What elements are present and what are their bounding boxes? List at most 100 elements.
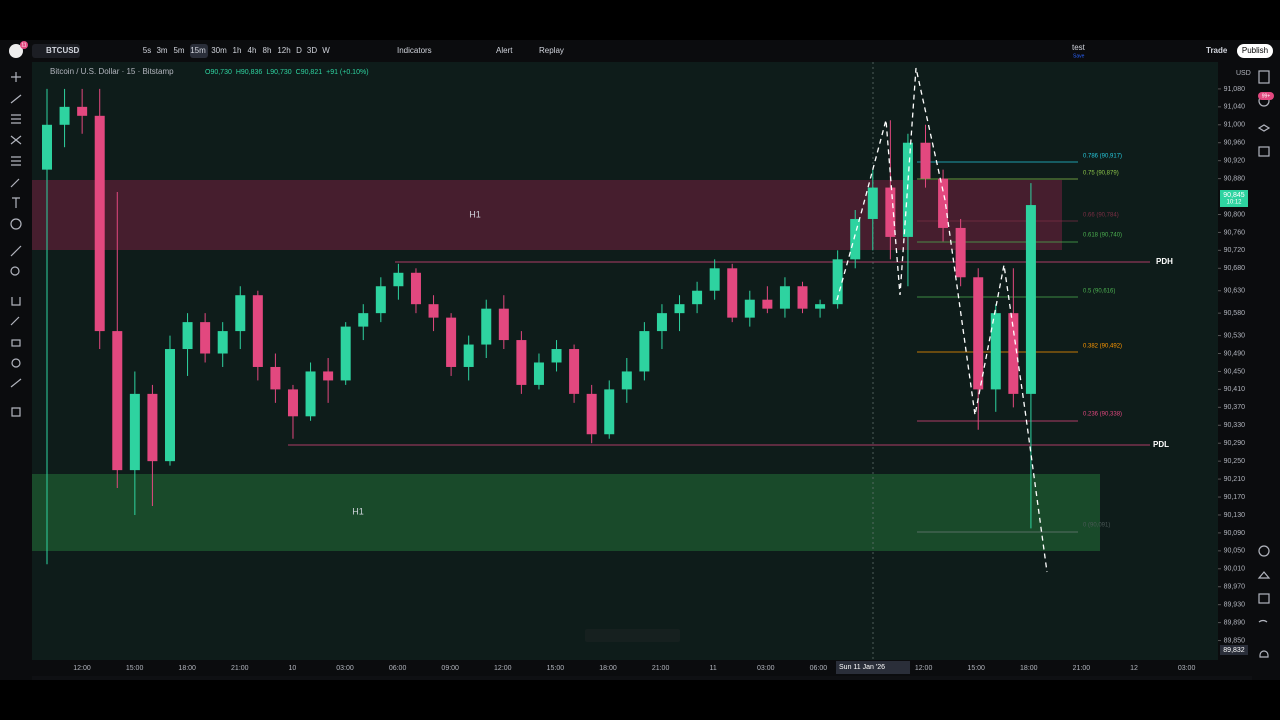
interval-button[interactable]: 5m <box>173 46 184 55</box>
countdown: 10:12 <box>1226 200 1242 206</box>
top-toolbar <box>0 40 1280 62</box>
interval-button[interactable]: D <box>296 46 302 55</box>
candle-body <box>305 371 316 417</box>
save-label[interactable]: Save <box>1073 53 1085 59</box>
symbol[interactable]: BTCUSD <box>46 46 80 55</box>
symbol-search[interactable] <box>32 44 80 58</box>
candle-body <box>990 313 1001 390</box>
x-tick-label: 15:00 <box>547 665 565 672</box>
fib-label: 0.75 (90,879) <box>1083 171 1119 177</box>
demand-zone <box>32 474 1100 551</box>
interval-button[interactable]: 8h <box>263 46 272 55</box>
right-tools[interactable] <box>1257 70 1271 658</box>
candle-body <box>182 322 193 350</box>
candle-body <box>885 187 896 237</box>
candle-body <box>446 317 457 367</box>
fib-label: 0.618 (90,740) <box>1083 233 1122 239</box>
x-tick-label: 18:00 <box>599 665 617 672</box>
zone-label: H1 <box>352 506 364 516</box>
y-tick-label: 90,960 <box>1224 140 1246 147</box>
x-tick-label: 21:00 <box>652 665 670 672</box>
publish-button[interactable]: Publish <box>1242 46 1268 55</box>
notif-count: 99+ <box>1262 93 1271 99</box>
candle-body <box>59 106 70 125</box>
fib-label: 0.5 (90,616) <box>1083 289 1115 295</box>
last-price: 90,845 <box>1223 192 1245 199</box>
alert-button[interactable]: Alert <box>496 46 513 55</box>
candle-body <box>639 331 650 372</box>
interval-button[interactable]: 12h <box>277 46 290 55</box>
candle-body <box>938 178 949 228</box>
candle-body <box>252 295 263 367</box>
x-tick-label: 12:00 <box>73 665 91 672</box>
candle-body <box>551 349 562 363</box>
zone-label: H1 <box>469 209 481 219</box>
candle-body <box>709 268 720 291</box>
crosshair-price: 89,832 <box>1223 647 1245 654</box>
candle-body <box>621 371 632 390</box>
y-tick-label: 90,250 <box>1224 458 1246 465</box>
interval-button[interactable]: W <box>322 46 330 55</box>
fib-label: 0 (90,091) <box>1083 523 1110 529</box>
fib-label: 0.236 (90,338) <box>1083 412 1122 418</box>
indicators-button[interactable]: Indicators <box>397 46 432 55</box>
y-tick-label: 90,330 <box>1224 422 1246 429</box>
candle-body <box>498 308 509 341</box>
y-tick-label: 90,490 <box>1224 350 1246 357</box>
candle-body <box>410 272 421 305</box>
x-tick-label: 21:00 <box>1073 665 1091 672</box>
candle-body <box>270 366 281 390</box>
interval-button[interactable]: 3D <box>307 46 317 55</box>
y-tick-label: 90,210 <box>1224 476 1246 483</box>
candle-body <box>235 295 246 332</box>
y-tick-label: 90,170 <box>1224 494 1246 501</box>
y-tick-label: 90,920 <box>1224 158 1246 165</box>
right-toolbar <box>1252 62 1280 680</box>
x-tick-label: 09:00 <box>441 665 459 672</box>
y-tick-label: 90,800 <box>1224 211 1246 218</box>
interval-button[interactable]: 30m <box>211 46 227 55</box>
replay-button[interactable]: Replay <box>539 46 564 55</box>
badge-text: 11 <box>21 42 26 48</box>
interval-button[interactable]: 4h <box>248 46 257 55</box>
y-tick-label: 90,130 <box>1224 512 1246 519</box>
x-tick-label: 03:00 <box>336 665 354 672</box>
y-tick-label: 90,630 <box>1224 288 1246 295</box>
x-tick-label: 18:00 <box>178 665 196 672</box>
layout-name[interactable]: test <box>1072 43 1086 52</box>
publish-bg[interactable] <box>1237 44 1273 58</box>
nav-buttons[interactable] <box>585 629 680 642</box>
trade-button[interactable]: Trade <box>1206 46 1228 55</box>
legend-open: O90,730 <box>205 69 232 76</box>
candle-body <box>973 277 984 390</box>
projection-path <box>836 67 1048 573</box>
candle-body <box>1025 205 1036 394</box>
avatar[interactable] <box>9 44 23 58</box>
candle-body <box>604 389 615 435</box>
y-tick-label: 89,890 <box>1224 619 1246 626</box>
x-tick-label: 11 <box>710 665 717 672</box>
candle-body <box>955 227 966 278</box>
interval-button[interactable]: 1h <box>233 46 242 55</box>
last-price-tag <box>1220 190 1248 207</box>
crosshair-price-tag <box>1220 645 1248 655</box>
interval-button[interactable]: 3m <box>156 46 167 55</box>
currency[interactable]: USD <box>1236 70 1251 77</box>
price-axis <box>1218 62 1252 660</box>
fib-label: 0.382 (90,492) <box>1083 344 1122 350</box>
x-tick-label: 03:00 <box>757 665 775 672</box>
candle-body <box>323 371 334 381</box>
y-tick-label: 90,290 <box>1224 440 1246 447</box>
candle-body <box>129 393 140 471</box>
active-interval-bg <box>190 44 208 58</box>
candle-body <box>744 299 755 318</box>
candle-body <box>200 322 211 354</box>
candle-body <box>674 304 685 314</box>
interval-button[interactable]: 5s <box>143 46 151 55</box>
crosshair-time: Sun 11 Jan '26 <box>839 664 885 671</box>
candle-body <box>533 362 544 385</box>
candle-body <box>428 304 439 318</box>
drawing-tools[interactable] <box>10 72 22 417</box>
interval-button[interactable]: 15m <box>190 46 206 55</box>
